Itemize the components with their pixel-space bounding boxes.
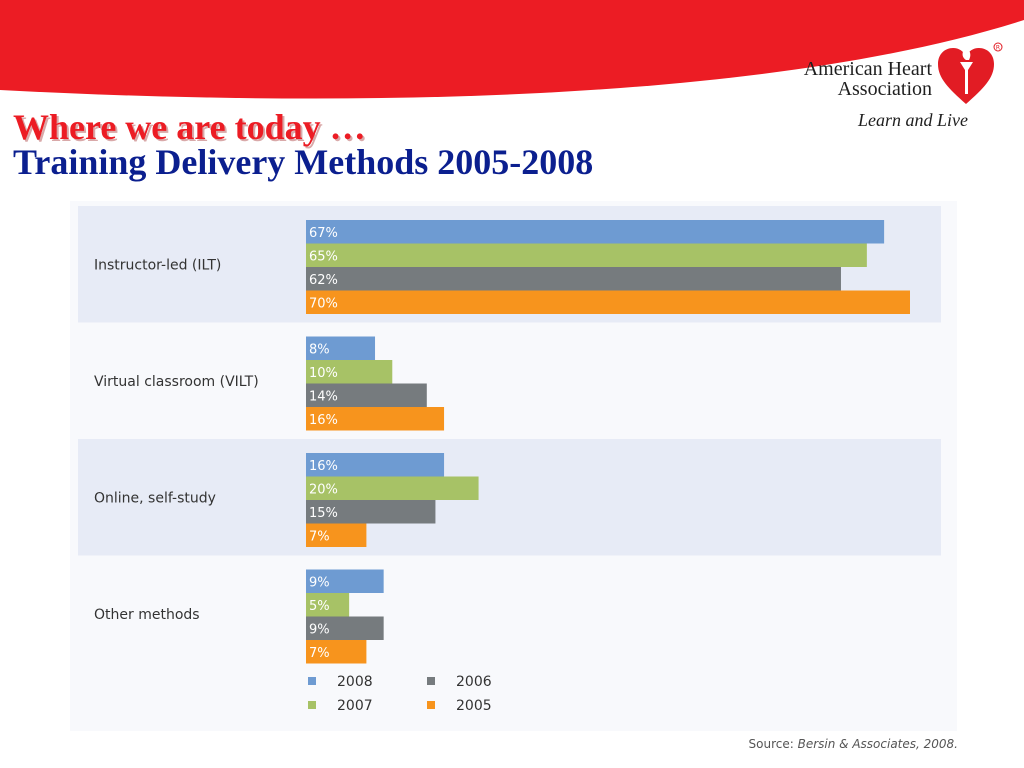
category-label: Instructor-led (ILT) (94, 257, 221, 273)
bar-2007 (306, 243, 867, 267)
aha-logo: American Heart Association Learn and Liv… (790, 40, 1010, 135)
bar-value-label: 5% (309, 599, 330, 614)
source-citation: Source: Bersin & Associates, 2008. (749, 737, 958, 751)
legend-swatch (308, 677, 316, 685)
source-prefix: Source: (748, 737, 794, 751)
bar-value-label: 62% (309, 273, 338, 288)
bar-value-label: 65% (309, 249, 338, 264)
bar-2007 (306, 360, 393, 384)
legend-label: 2008 (337, 674, 373, 690)
bar-value-label: 20% (309, 482, 338, 497)
bar-2005 (306, 640, 367, 664)
bar-value-label: 9% (309, 622, 330, 637)
bar-2005 (306, 523, 367, 547)
slide-subtitle: Training Delivery Methods 2005-2008 (13, 142, 594, 182)
legend-swatch (308, 701, 316, 709)
legend-swatch (427, 677, 435, 685)
bar-value-label: 15% (309, 506, 338, 521)
bar-2006 (306, 267, 841, 291)
logo-tagline: Learn and Live (858, 110, 968, 130)
bar-2008 (306, 453, 445, 477)
bar-2008 (306, 336, 376, 360)
bar-value-label: 7% (309, 646, 330, 661)
bar-2007 (306, 476, 479, 500)
category-label: Other methods (94, 607, 200, 623)
category-labels: Instructor-led (ILT) Virtual classroom (V… (94, 257, 259, 623)
bar-value-label: 9% (309, 575, 330, 590)
bar-value-label: 16% (309, 459, 338, 474)
bar-value-label: 16% (309, 413, 338, 428)
legend-label: 2005 (456, 698, 492, 714)
training-methods-chart: Instructor-led (ILT) Virtual classroom (V… (70, 201, 957, 731)
svg-text:R: R (996, 44, 1000, 51)
bar-value-label: 7% (309, 529, 330, 544)
registered-mark-icon: R (993, 42, 1003, 52)
bar-2005 (306, 290, 910, 314)
category-label: Virtual classroom (VILT) (94, 374, 259, 390)
logo-name-line1: American Heart (803, 58, 932, 80)
bar-value-label: 8% (309, 342, 330, 357)
bar-value-label: 67% (309, 226, 338, 241)
bar-2006 (306, 500, 436, 524)
legend-label: 2007 (337, 698, 373, 714)
banner-shape (0, 0, 1024, 99)
logo-name-line2: Association (837, 78, 932, 100)
bar-value-label: 14% (309, 389, 338, 404)
header-banner (0, 0, 1024, 99)
bar-value-label: 70% (309, 296, 338, 311)
bar-2008 (306, 220, 885, 244)
bar-2006 (306, 383, 427, 407)
legend-label: 2006 (456, 674, 492, 690)
bar-2007 (306, 593, 350, 617)
bar-2006 (306, 616, 384, 640)
category-band (78, 439, 941, 556)
bar-value-label: 10% (309, 366, 338, 381)
heart-torch-icon (938, 44, 994, 104)
slide-title: Where we are today … (13, 107, 366, 147)
bar-2008 (306, 569, 384, 593)
chart-legend: 2008 2006 2007 2005 (308, 674, 492, 714)
bar-2005 (306, 407, 445, 431)
source-name: Bersin & Associates, 2008. (797, 737, 958, 751)
category-label: Online, self-study (94, 490, 216, 506)
legend-swatch (427, 701, 435, 709)
bar-series: 67% 65% 62% 70% 8% 10% 14% 16% 16% 20% 15% 7% 9% 5% 9%… (306, 220, 910, 664)
